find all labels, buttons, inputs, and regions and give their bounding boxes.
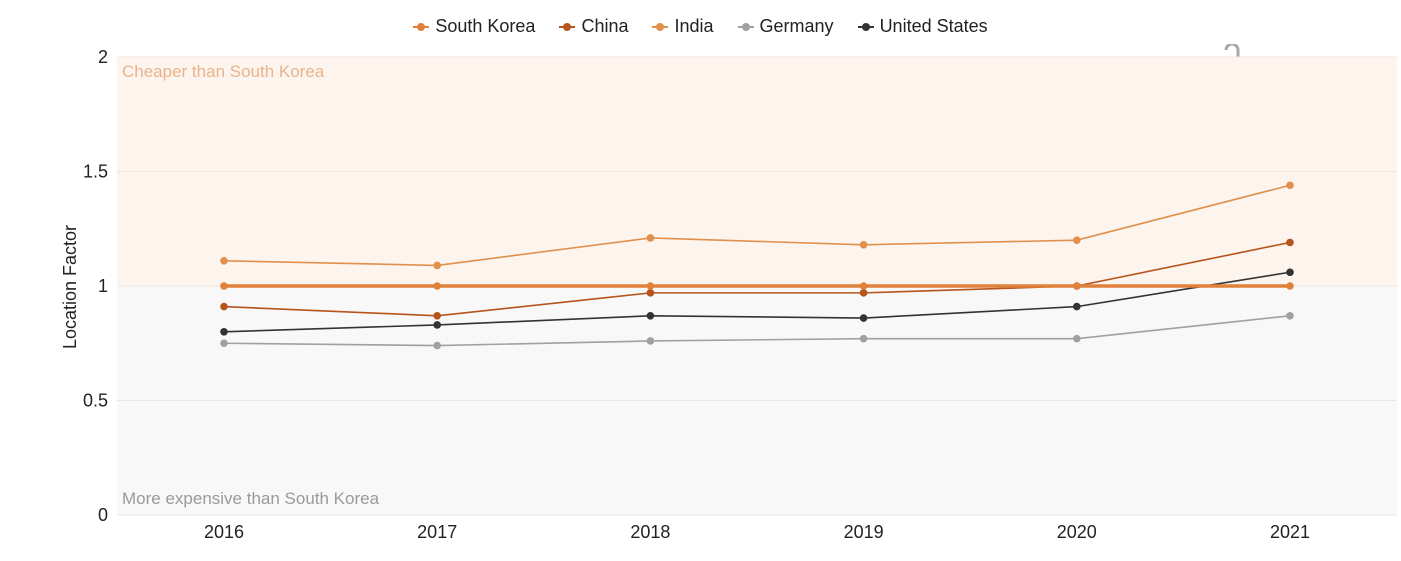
data-point-south-korea[interactable] — [220, 282, 228, 290]
data-point-germany[interactable] — [859, 334, 868, 343]
data-point-china[interactable] — [1286, 238, 1294, 247]
data-point-germany[interactable] — [1073, 334, 1081, 343]
legend-swatch — [413, 22, 430, 32]
legend-item-south-korea[interactable]: South Korea — [413, 16, 535, 37]
x-tick-label: 2018 — [630, 522, 670, 542]
data-point-united-states[interactable] — [1073, 302, 1081, 311]
y-tick-label: 1.5 — [83, 162, 108, 182]
legend-item-united-states[interactable]: United States — [857, 16, 988, 37]
region-label-cheaper: Cheaper than South Korea — [122, 62, 325, 81]
data-point-south-korea[interactable] — [646, 282, 655, 290]
legend-label: China — [581, 16, 629, 36]
legend-item-germany[interactable]: Germany — [737, 16, 834, 37]
data-point-united-states[interactable] — [859, 314, 868, 322]
legend-item-india[interactable]: India — [652, 16, 714, 37]
x-tick-label: 2020 — [1057, 522, 1097, 542]
legend-item-china[interactable]: China — [559, 16, 628, 37]
data-point-india[interactable] — [220, 257, 228, 265]
series-line-china — [223, 241, 1291, 317]
data-point-united-states[interactable] — [220, 328, 228, 336]
x-tick-label: 2021 — [1270, 522, 1310, 542]
data-point-china[interactable] — [859, 289, 868, 297]
data-point-germany[interactable] — [433, 341, 442, 350]
data-point-india[interactable] — [1073, 236, 1081, 244]
data-point-india[interactable] — [1286, 181, 1294, 190]
series-line-india — [223, 184, 1291, 267]
data-point-united-states[interactable] — [433, 321, 442, 329]
series-line-germany — [223, 314, 1291, 347]
data-point-germany[interactable] — [646, 337, 655, 345]
x-tick-label: 2019 — [844, 522, 884, 542]
y-tick-label: 0.5 — [83, 391, 108, 411]
x-tick-label: 2017 — [417, 522, 457, 542]
data-point-china[interactable] — [433, 311, 442, 320]
data-point-india[interactable] — [433, 261, 442, 270]
data-point-china[interactable] — [220, 302, 228, 311]
y-tick-label: 0 — [98, 505, 108, 525]
legend: South Korea China India Germany United State… — [0, 16, 1401, 37]
data-point-united-states[interactable] — [646, 311, 655, 320]
data-point-germany[interactable] — [1286, 311, 1294, 320]
legend-label: India — [674, 16, 714, 36]
data-point-united-states[interactable] — [1286, 268, 1294, 277]
x-tick-label: 2016 — [204, 522, 244, 542]
series-line-united-states — [223, 271, 1291, 333]
data-point-china[interactable] — [646, 289, 655, 297]
legend-swatch — [652, 22, 669, 32]
legend-swatch — [857, 22, 874, 32]
data-point-south-korea[interactable] — [1073, 282, 1081, 290]
data-point-india[interactable] — [859, 240, 868, 249]
y-axis-label: Location Factor — [60, 225, 80, 349]
legend-swatch — [559, 22, 576, 32]
legend-label: Germany — [759, 16, 834, 36]
y-tick-label: 1 — [98, 276, 108, 296]
data-point-south-korea[interactable] — [859, 282, 868, 290]
data-point-india[interactable] — [646, 234, 655, 242]
legend-swatch — [737, 22, 754, 32]
legend-label: South Korea — [435, 16, 536, 36]
data-point-south-korea[interactable] — [1286, 282, 1294, 290]
legend-label: United States — [879, 16, 988, 36]
data-point-germany[interactable] — [220, 339, 228, 348]
region-label-more-expensive: More expensive than South Korea — [122, 489, 380, 508]
y-tick-label: 2 — [98, 47, 108, 67]
data-point-south-korea[interactable] — [433, 282, 442, 290]
